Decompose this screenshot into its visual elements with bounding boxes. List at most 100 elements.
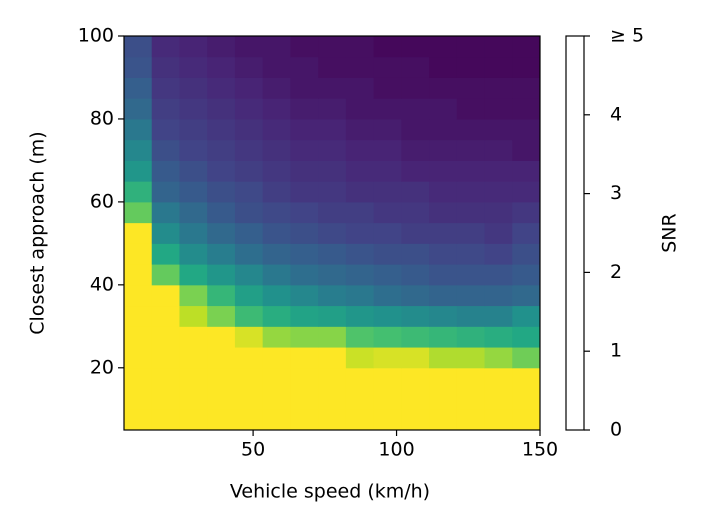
heatmap-cell [512,222,541,244]
heatmap-cell [512,181,541,203]
heatmap-cell [124,409,153,431]
heatmap-cell [484,98,513,120]
heatmap-cell [179,388,208,410]
heatmap-cell [456,181,486,203]
heatmap-cell [234,56,264,78]
heatmap-cell [290,409,319,431]
heatmap-cell [234,367,264,390]
heatmap-cell [345,284,375,307]
heatmap-cell [318,181,347,203]
heatmap-cell [401,36,430,58]
heatmap-cell [401,201,430,224]
heatmap-cell [151,284,180,307]
heatmap-cell [207,98,236,120]
heatmap-cell [373,264,402,286]
heatmap-cell [373,409,402,431]
heatmap-cell [151,243,180,265]
heatmap-cell [124,367,153,390]
heatmap-cell [151,388,180,410]
heatmap [124,36,541,431]
heatmap-cell [290,181,319,203]
heatmap-cell [373,243,402,265]
colorbar-tick-label: 3 [610,182,622,204]
heatmap-cell [484,77,513,99]
heatmap-cell [290,201,319,224]
heatmap-cell [429,77,458,99]
heatmap-cell [290,98,319,120]
heatmap-cell [179,243,208,265]
heatmap-cell [345,201,375,224]
heatmap-cell [373,160,402,182]
heatmap-cell [124,243,153,265]
heatmap-cell [345,36,375,58]
heatmap-cell [429,326,458,348]
heatmap-cell [124,347,153,369]
heatmap-cell [179,409,208,431]
heatmap-cell [484,367,513,390]
heatmap-cell [429,98,458,120]
heatmap-cell [512,326,541,348]
x-axis-label: Vehicle speed (km/h) [230,481,430,503]
heatmap-cell [345,264,375,286]
heatmap-cell [179,326,208,348]
heatmap-cell [262,367,291,390]
heatmap-cell [456,284,486,307]
heatmap-cell [318,139,347,161]
heatmap-cell [373,118,402,141]
heatmap-cell [318,326,347,348]
heatmap-cell [429,160,458,182]
heatmap-cell [401,347,430,369]
heatmap-cell [318,388,347,410]
heatmap-cell [345,160,375,182]
heatmap-cell [429,118,458,141]
heatmap-cell [151,347,180,369]
heatmap-cell [484,326,513,348]
heatmap-cell [234,222,264,244]
heatmap-cell [234,284,264,307]
heatmap-cell [429,36,458,58]
heatmap-cell [512,160,541,182]
heatmap-cell [429,243,458,265]
heatmap-cell [290,284,319,307]
heatmap-cell [151,201,180,224]
heatmap-cell [373,305,402,327]
heatmap-cell [484,56,513,78]
heatmap-cell [151,139,180,161]
heatmap-cell [484,284,513,307]
heatmap-cell [512,284,541,307]
heatmap-cell [318,160,347,182]
heatmap-cell [401,77,430,99]
heatmap-cell [373,388,402,410]
heatmap-cell [429,305,458,327]
heatmap-cell [456,36,486,58]
heatmap-cell [290,56,319,78]
heatmap-cell [345,409,375,431]
heatmap-cell [512,98,541,120]
heatmap-cell [290,347,319,369]
heatmap-cell [456,367,486,390]
heatmap-cell [207,118,236,141]
heatmap-cell [429,222,458,244]
heatmap-cell [456,77,486,99]
heatmap-cell [207,243,236,265]
heatmap-cell [484,181,513,203]
heatmap-cell [401,222,430,244]
heatmap-cell [234,409,264,431]
heatmap-cell [345,222,375,244]
heatmap-cell [262,77,291,99]
heatmap-cell [262,118,291,141]
heatmap-cell [207,160,236,182]
colorbar-tick-label: 4 [610,103,622,125]
heatmap-cell [373,181,402,203]
heatmap-cell [207,347,236,369]
colorbar-tick-label: 2 [610,261,622,283]
heatmap-cell [318,98,347,120]
heatmap-cell [456,388,486,410]
heatmap-cell [124,305,153,327]
heatmap-cell [318,118,347,141]
heatmap-cell [373,36,402,58]
heatmap-cell [179,367,208,390]
heatmap-cell [151,160,180,182]
heatmap-cell [290,326,319,348]
heatmap-cell [318,284,347,307]
